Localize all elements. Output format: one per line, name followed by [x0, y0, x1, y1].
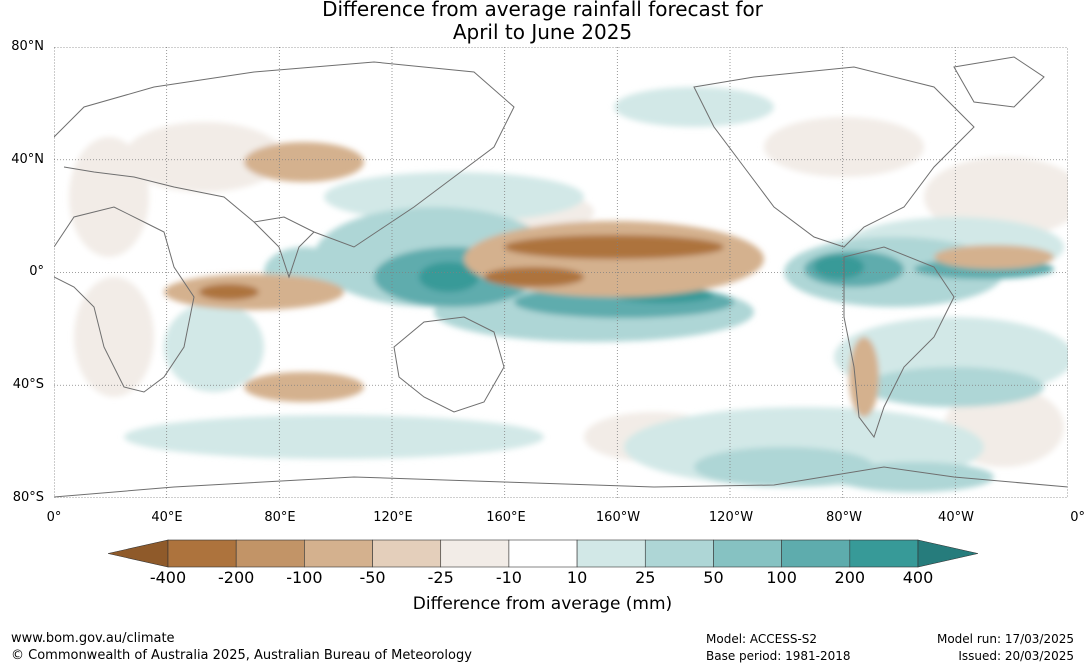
colorbar-tick-label: 50 [703, 568, 724, 587]
colorbar [108, 539, 978, 568]
lon-label-120e: 120°E [373, 510, 413, 525]
lon-label-40w: 40°W [938, 510, 974, 525]
lon-label-80w: 80°W [826, 510, 862, 525]
coast-north-america [693, 66, 975, 248]
footer-issued: Issued: 20/03/2025 [958, 649, 1074, 663]
colorbar-tick-label: 200 [834, 568, 866, 587]
dry-strong-patches [199, 235, 724, 300]
coast-australia [393, 316, 505, 413]
coast-south-america [843, 246, 955, 439]
lat-label-80s: 80°S [12, 490, 44, 505]
colorbar-tick-label: 100 [766, 568, 797, 587]
colorbar-tick-label: 25 [635, 568, 656, 587]
coast-africa [54, 206, 195, 393]
colorbar-tick-label: -400 [149, 568, 187, 587]
colorbar-tick-label: -200 [218, 568, 255, 587]
lat-label-40n: 40°N [11, 152, 44, 167]
colorbar-swatch [508, 539, 578, 568]
coast-antarctica [54, 466, 1068, 498]
colorbar-extend-low [108, 539, 169, 568]
colorbar-swatch [576, 539, 646, 568]
colorbar-swatch [644, 539, 714, 568]
lat-label-80n: 80°N [11, 39, 44, 54]
lon-label-80e: 80°E [264, 510, 296, 525]
colorbar-swatch [781, 539, 851, 568]
colorbar-swatch [235, 539, 305, 568]
colorbar-extend-high [917, 539, 978, 568]
colorbar-swatch [713, 539, 782, 568]
coastlines [54, 56, 1068, 498]
footer-model-run: Model run: 17/03/2025 [936, 632, 1074, 646]
colorbar-swatch [440, 539, 510, 568]
colorbar-swatch [849, 539, 919, 568]
lon-label-0: 0° [46, 510, 62, 525]
lat-label-40s: 40°S [12, 377, 44, 392]
colorbar-swatch [167, 539, 237, 568]
lon-label-160e: 160°E [486, 510, 526, 525]
anomaly-field [69, 87, 1068, 492]
colorbar-tick-label: -50 [359, 568, 386, 587]
colorbar-tick-label: -10 [495, 568, 522, 587]
lat-label-0: 0° [29, 264, 44, 279]
lon-label-120w: 120°W [708, 510, 754, 525]
title-line-1: Difference from average rainfall forecas… [322, 0, 763, 21]
footer-copyright: © Commonwealth of Australia 2025, Austra… [11, 648, 472, 663]
footer-url[interactable]: www.bom.gov.au/climate [11, 631, 175, 646]
colorbar-tick-label: 400 [902, 568, 934, 587]
colorbar-tick-label: 10 [566, 568, 588, 587]
gridlines [54, 47, 1068, 498]
colorbar-tick-label: -100 [286, 568, 323, 587]
colorbar-swatch [372, 539, 442, 568]
lon-label-40e: 40°E [151, 510, 183, 525]
title-line-2: April to June 2025 [452, 20, 633, 44]
colorbar-tick-label: -25 [427, 568, 454, 587]
map-frame [54, 47, 1068, 498]
coast-greenland [953, 56, 1045, 108]
colorbar-swatch [304, 539, 373, 568]
coast-eurasia [54, 61, 515, 248]
colorbar-title: Difference from average (mm) [412, 594, 673, 614]
coast-india [253, 221, 315, 279]
lon-label-0-right: 0° [1070, 510, 1085, 525]
lon-label-160w: 160°W [595, 510, 641, 525]
rainfall-anomaly-map [54, 47, 1068, 498]
footer-model: Model: ACCESS-S2 [706, 632, 818, 646]
footer-base-period: Base period: 1981-2018 [706, 649, 851, 663]
